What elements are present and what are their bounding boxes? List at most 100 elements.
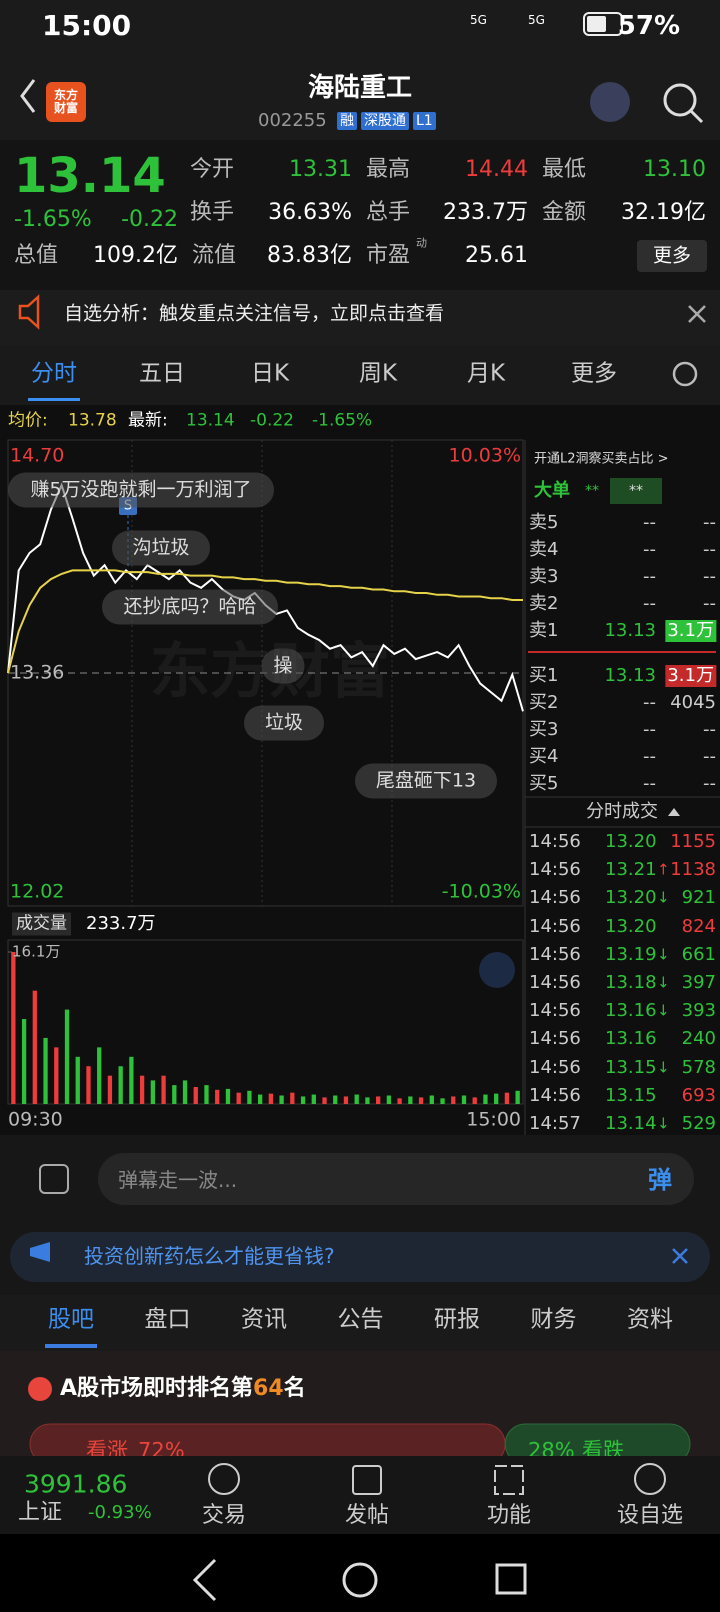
change-pct: -1.65% (14, 207, 92, 232)
trade-price: 13.15 (605, 1084, 657, 1106)
nav-recent[interactable] (495, 1563, 527, 1595)
danmaku-button[interactable]: 弹 (648, 1166, 672, 1194)
danmaku: 还抄底吗？哈哈 (102, 589, 278, 625)
book-price: -- (643, 512, 656, 533)
sub-tab[interactable]: 股吧 (48, 1306, 94, 1333)
comment-input[interactable] (98, 1153, 694, 1205)
rank-icon (28, 1377, 52, 1401)
chart-info: 均价: (8, 410, 48, 431)
tag: L1 (413, 112, 436, 130)
trade-time: 14:57 (529, 1113, 581, 1134)
nav-item[interactable]: 功能 (486, 1503, 532, 1528)
nav-home[interactable] (342, 1562, 378, 1598)
vol-bar (461, 1095, 467, 1104)
vol-bar (150, 1080, 155, 1104)
nav-back[interactable] (192, 1558, 217, 1602)
trade-arrow: ↓ (657, 1114, 670, 1133)
book-label: 卖2 (529, 593, 559, 614)
quote-label: 总手 (366, 200, 411, 225)
robot-avatar[interactable] (590, 82, 630, 122)
sub-tab[interactable]: 资料 (627, 1306, 673, 1333)
settings-icon[interactable] (672, 361, 698, 387)
trade-arrow: ↓ (657, 1001, 670, 1020)
tag: 融 (337, 112, 357, 130)
quote-label: 金额 (542, 200, 587, 225)
vol-bar (333, 1095, 338, 1104)
chart-info: -1.65% (312, 410, 373, 431)
sub-tab[interactable]: 研报 (434, 1306, 480, 1333)
tab[interactable]: 五日 (139, 360, 185, 387)
vol-bar (290, 1092, 295, 1104)
more[interactable]: 更多 (652, 244, 692, 267)
x-tick-label: 15:00 (466, 1108, 521, 1131)
y-tick-label: 14.70 (10, 444, 65, 467)
trade-time: 14:56 (529, 943, 581, 965)
sub-tab[interactable]: 资讯 (241, 1306, 287, 1333)
comment-toggle[interactable] (39, 1164, 69, 1194)
back-button[interactable] (20, 79, 36, 113)
vol-bar (32, 990, 37, 1104)
book-volume: -- (703, 539, 716, 560)
vol-bar (429, 1095, 434, 1104)
sub-tab[interactable]: 公告 (337, 1306, 384, 1333)
more-button[interactable] (637, 240, 707, 272)
trade-time: 14:56 (529, 887, 581, 909)
book-volume: 3.1万 (665, 620, 716, 642)
tab[interactable]: 日K (250, 360, 290, 387)
trade-time: 14:56 (529, 859, 581, 881)
vol-bar (354, 1094, 359, 1104)
chart-info: 13.78 (68, 410, 117, 431)
big-order-value: ** (629, 483, 643, 499)
book-volume: -- (703, 773, 716, 794)
vol-bar (64, 1009, 70, 1104)
big-order-bg (610, 478, 662, 504)
vol-bar (311, 1094, 316, 1104)
vol-bar (472, 1097, 477, 1104)
quote-label: 最低 (542, 157, 587, 182)
vol-bar (129, 1056, 134, 1104)
book-label: 卖3 (529, 566, 559, 587)
bear-label: 看跌 (582, 1438, 624, 1463)
book-label: 买2 (529, 692, 559, 713)
notice[interactable]: 自选分析：触发重点关注信号，立即点击查看 (64, 302, 445, 325)
tab[interactable]: 分时 (31, 360, 77, 387)
book-price: -- (643, 746, 656, 767)
vol-bar (139, 1075, 145, 1104)
nav-item[interactable]: 交易 (201, 1503, 247, 1528)
quote-value: 25.61 (465, 243, 528, 268)
close-ad[interactable] (672, 1248, 688, 1264)
tab[interactable]: 更多 (571, 360, 617, 387)
close-notice[interactable] (688, 305, 706, 323)
y2-tick-label: 10.03% (448, 444, 521, 467)
battery-pct: 57% (617, 11, 680, 41)
quote-value: 36.63% (268, 200, 352, 225)
sub-tab[interactable]: 财务 (530, 1306, 577, 1333)
l2-promo[interactable]: 开通L2洞察买卖占比 > (534, 451, 669, 467)
expand-button[interactable] (479, 952, 515, 988)
search-icon[interactable] (663, 83, 697, 117)
trade-volume: 393 (681, 1000, 716, 1022)
comment-placeholder[interactable]: 弹幕走一波... (118, 1168, 238, 1192)
nav-item[interactable]: 发帖 (344, 1503, 390, 1528)
book-price: -- (643, 692, 656, 713)
vol-bar (21, 1019, 27, 1104)
stock-code: 002255 (258, 110, 327, 131)
book-volume: -- (703, 719, 716, 740)
trade-volume: 578 (681, 1056, 716, 1078)
book-label: 卖5 (529, 512, 559, 533)
quote-value: 13.10 (643, 157, 706, 182)
quote-label: 换手 (190, 200, 235, 225)
vol-bar (440, 1098, 445, 1104)
trade-price: 13.18 (605, 972, 657, 993)
sub-tab[interactable]: 盘口 (144, 1306, 191, 1333)
quote-label: 最高 (366, 157, 411, 182)
subtabs-bg (0, 1295, 720, 1351)
quote-value: 109.2亿 (93, 243, 178, 268)
nav-item[interactable]: 设自选 (616, 1503, 684, 1528)
speaker-icon (18, 294, 40, 330)
post-icon (352, 1465, 382, 1495)
ad-banner[interactable] (10, 1232, 710, 1282)
ad-text[interactable]: 投资创新药怎么才能更省钱? (84, 1244, 335, 1268)
tab[interactable]: 月K (466, 360, 506, 387)
tab[interactable]: 周K (358, 360, 398, 387)
